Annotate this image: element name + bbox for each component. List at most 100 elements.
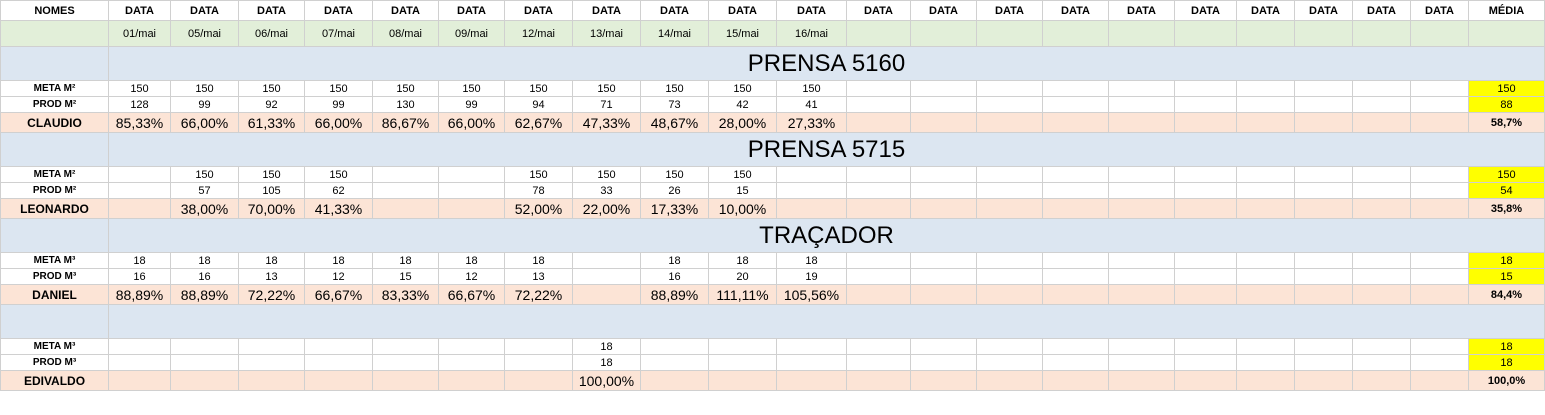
meta-average-cell[interactable]: 18 (1468, 252, 1545, 269)
percentage-cell[interactable]: 88,89% (108, 284, 171, 305)
section-title-cell[interactable]: PRENSA 5715 (108, 132, 1545, 167)
percentage-cell[interactable] (1174, 370, 1237, 391)
percentage-cell[interactable]: 66,00% (304, 112, 373, 133)
prod-value-cell[interactable]: 71 (572, 96, 641, 113)
meta-value-cell[interactable]: 18 (238, 252, 305, 269)
meta-value-cell[interactable]: 150 (304, 166, 373, 183)
meta-value-cell[interactable] (1108, 80, 1175, 97)
prod-value-cell[interactable] (372, 354, 439, 371)
meta-value-cell[interactable] (170, 338, 239, 355)
percentage-cell[interactable] (976, 284, 1043, 305)
prod-value-cell[interactable]: 92 (238, 96, 305, 113)
meta-value-cell[interactable] (504, 338, 573, 355)
percentage-cell[interactable] (372, 198, 439, 219)
date-cell[interactable]: 14/mai (640, 20, 709, 47)
prod-value-cell[interactable] (1352, 354, 1411, 371)
meta-value-cell[interactable] (1236, 80, 1295, 97)
percentage-cell[interactable] (108, 198, 171, 219)
prod-value-cell[interactable]: 99 (304, 96, 373, 113)
meta-value-cell[interactable] (640, 338, 709, 355)
prod-value-cell[interactable] (1294, 268, 1353, 285)
percentage-cell[interactable]: 66,67% (304, 284, 373, 305)
meta-value-cell[interactable]: 18 (504, 252, 573, 269)
percentage-cell[interactable] (1042, 198, 1109, 219)
date-cell[interactable] (1294, 20, 1353, 47)
prod-value-cell[interactable]: 16 (640, 268, 709, 285)
meta-average-cell[interactable]: 150 (1468, 166, 1545, 183)
meta-value-cell[interactable] (708, 338, 777, 355)
percentage-cell[interactable] (976, 370, 1043, 391)
meta-value-cell[interactable] (1236, 252, 1295, 269)
header-date-cell[interactable]: DATA (372, 0, 439, 21)
prod-value-cell[interactable] (910, 354, 977, 371)
worker-name-cell[interactable]: DANIEL (0, 284, 109, 305)
prod-value-cell[interactable] (1174, 354, 1237, 371)
percentage-cell[interactable] (1236, 370, 1295, 391)
prod-value-cell[interactable] (108, 182, 171, 199)
percentage-cell[interactable] (1352, 112, 1411, 133)
meta-value-cell[interactable] (1174, 338, 1237, 355)
meta-value-cell[interactable]: 18 (438, 252, 505, 269)
header-date-cell[interactable]: DATA (108, 0, 171, 21)
percentage-cell[interactable]: 85,33% (108, 112, 171, 133)
prod-value-cell[interactable]: 15 (372, 268, 439, 285)
prod-value-cell[interactable] (708, 354, 777, 371)
percentage-cell[interactable] (910, 198, 977, 219)
header-date-cell[interactable]: DATA (708, 0, 777, 21)
percentage-cell[interactable] (1352, 198, 1411, 219)
percentage-cell[interactable] (1236, 198, 1295, 219)
percentage-cell[interactable] (846, 112, 911, 133)
meta-value-cell[interactable]: 150 (108, 80, 171, 97)
prod-value-cell[interactable] (1042, 96, 1109, 113)
percentage-cell[interactable] (1174, 112, 1237, 133)
percentage-cell[interactable] (1410, 198, 1469, 219)
percentage-average-cell[interactable]: 35,8% (1468, 198, 1545, 219)
meta-value-cell[interactable]: 150 (572, 80, 641, 97)
meta-value-cell[interactable] (1352, 338, 1411, 355)
percentage-cell[interactable] (572, 284, 641, 305)
prod-value-cell[interactable] (846, 96, 911, 113)
prod-value-cell[interactable] (1294, 182, 1353, 199)
header-date-cell[interactable]: DATA (304, 0, 373, 21)
meta-value-cell[interactable]: 150 (640, 166, 709, 183)
prod-value-cell[interactable] (1410, 96, 1469, 113)
prod-value-cell[interactable]: 78 (504, 182, 573, 199)
date-cell[interactable]: 09/mai (438, 20, 505, 47)
header-date-cell[interactable]: DATA (1174, 0, 1237, 21)
meta-value-cell[interactable] (572, 252, 641, 269)
percentage-cell[interactable] (776, 198, 847, 219)
meta-value-cell[interactable]: 150 (372, 80, 439, 97)
prod-value-cell[interactable]: 130 (372, 96, 439, 113)
meta-value-cell[interactable]: 150 (708, 80, 777, 97)
percentage-cell[interactable] (910, 284, 977, 305)
percentage-cell[interactable] (1236, 112, 1295, 133)
percentage-cell[interactable] (1352, 284, 1411, 305)
prod-value-cell[interactable] (1236, 182, 1295, 199)
percentage-cell[interactable] (846, 198, 911, 219)
meta-value-cell[interactable]: 150 (170, 166, 239, 183)
date-cell[interactable]: 08/mai (372, 20, 439, 47)
date-cell[interactable]: 16/mai (776, 20, 847, 47)
percentage-cell[interactable] (910, 112, 977, 133)
meta-value-cell[interactable] (910, 252, 977, 269)
prod-value-cell[interactable] (1236, 96, 1295, 113)
prod-value-cell[interactable] (1108, 354, 1175, 371)
meta-value-cell[interactable] (776, 338, 847, 355)
percentage-cell[interactable] (1294, 370, 1353, 391)
percentage-cell[interactable] (846, 370, 911, 391)
section-title-cell[interactable]: PRENSA 5160 (108, 46, 1545, 81)
prod-value-cell[interactable]: 41 (776, 96, 847, 113)
meta-value-cell[interactable]: 150 (504, 166, 573, 183)
meta-value-cell[interactable]: 18 (640, 252, 709, 269)
prod-value-cell[interactable]: 20 (708, 268, 777, 285)
percentage-cell[interactable] (776, 370, 847, 391)
meta-value-cell[interactable] (776, 166, 847, 183)
percentage-cell[interactable]: 111,11% (708, 284, 777, 305)
meta-value-cell[interactable] (846, 338, 911, 355)
prod-average-cell[interactable]: 88 (1468, 96, 1545, 113)
percentage-cell[interactable] (976, 198, 1043, 219)
percentage-cell[interactable]: 28,00% (708, 112, 777, 133)
meta-value-cell[interactable]: 150 (572, 166, 641, 183)
percentage-cell[interactable]: 52,00% (504, 198, 573, 219)
prod-value-cell[interactable] (976, 354, 1043, 371)
